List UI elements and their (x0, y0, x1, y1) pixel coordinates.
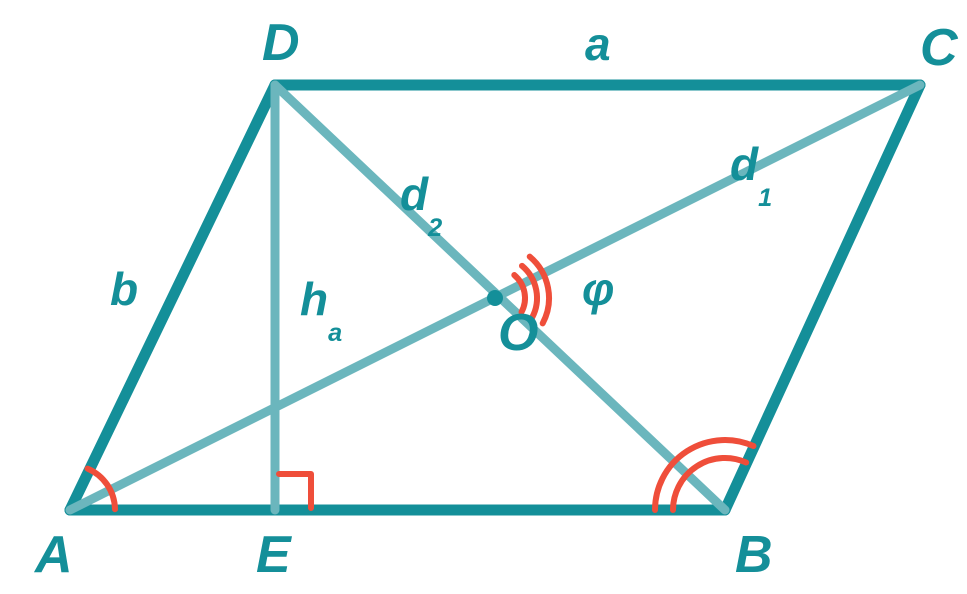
vertex-label-A: A (33, 526, 73, 584)
parallelogram-diagram: A B C D E Oa b d1 d2 ha φ (0, 0, 967, 594)
label-b: b (110, 263, 138, 315)
label-ha: ha (300, 273, 342, 347)
label-d1: d1 (730, 138, 772, 212)
edge-DA (70, 85, 275, 510)
vertex-label-C: C (920, 19, 959, 77)
vertex-label-D: D (262, 14, 300, 72)
vertex-label-B: B (735, 526, 773, 584)
label-a: a (585, 18, 611, 70)
vertex-label-E: E (256, 526, 292, 584)
label-phi: φ (582, 263, 614, 315)
right-angle-marker (279, 474, 311, 508)
vertex-label-O: O (498, 304, 538, 362)
label-d2: d2 (400, 168, 442, 242)
